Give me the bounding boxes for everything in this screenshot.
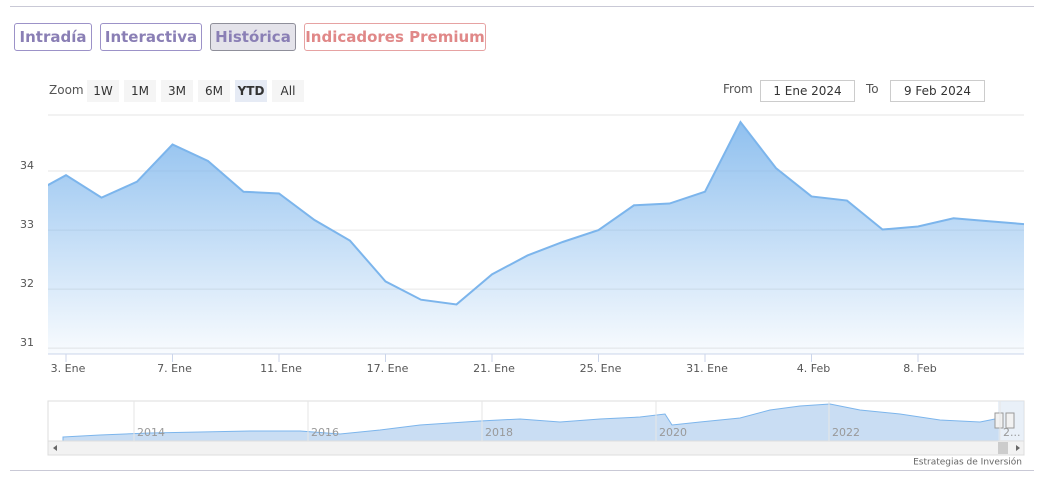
navigator-label: 2016	[311, 426, 339, 439]
zoom-button[interactable]: 3M	[161, 80, 193, 102]
x-tick-label: 8. Feb	[903, 362, 936, 375]
tab[interactable]: Histórica	[210, 23, 296, 51]
x-tick-label: 3. Ene	[51, 362, 86, 375]
navigator-area	[62, 403, 1001, 442]
x-tick-label: 7. Ene	[157, 362, 192, 375]
tab[interactable]: Intradía	[14, 23, 92, 51]
to-label: To	[866, 82, 879, 96]
y-tick-label: 33	[20, 218, 34, 231]
zoom-button[interactable]: All	[272, 80, 304, 102]
navigator	[47, 400, 1025, 456]
x-tick-label: 25. Ene	[580, 362, 622, 375]
area	[48, 122, 1024, 354]
zoom-button[interactable]: YTD	[235, 80, 267, 102]
scrollbar[interactable]	[47, 440, 1025, 456]
x-tick-label: 17. Ene	[367, 362, 409, 375]
zoom-button[interactable]: 6M	[198, 80, 230, 102]
plot	[48, 120, 1024, 354]
top-rule	[10, 6, 1034, 7]
to-input[interactable]: 9 Feb 2024	[890, 80, 985, 102]
zoom-label: Zoom	[49, 83, 84, 97]
x-tick-label: 4. Feb	[797, 362, 830, 375]
from-input[interactable]: 1 Ene 2024	[760, 80, 855, 102]
tab[interactable]: Interactiva	[100, 23, 202, 51]
y-tick-label: 32	[20, 277, 34, 290]
navigator-label: 2020	[659, 426, 687, 439]
navigator-label: 2014	[137, 426, 165, 439]
from-label: From	[723, 82, 753, 96]
scrollbar-thumb[interactable]	[998, 442, 1008, 454]
line	[48, 120, 1024, 306]
x-tick-label: 11. Ene	[260, 362, 302, 375]
navigator-handle[interactable]	[1005, 412, 1015, 429]
zoom-button[interactable]: 1W	[87, 80, 119, 102]
navigator-handle[interactable]	[994, 412, 1004, 429]
navigator-label: 2...	[1003, 426, 1021, 439]
x-tick-label: 31. Ene	[686, 362, 728, 375]
zoom-button[interactable]: 1M	[124, 80, 156, 102]
navigator-label: 2022	[832, 426, 860, 439]
tab[interactable]: Indicadores Premium	[304, 23, 486, 51]
credit: Estrategias de Inversión	[913, 457, 1022, 468]
bottom-rule	[10, 470, 1034, 471]
navigator-label: 2018	[485, 426, 513, 439]
y-tick-label: 34	[20, 159, 34, 172]
x-tick-label: 21. Ene	[473, 362, 515, 375]
y-tick-label: 31	[20, 336, 34, 349]
